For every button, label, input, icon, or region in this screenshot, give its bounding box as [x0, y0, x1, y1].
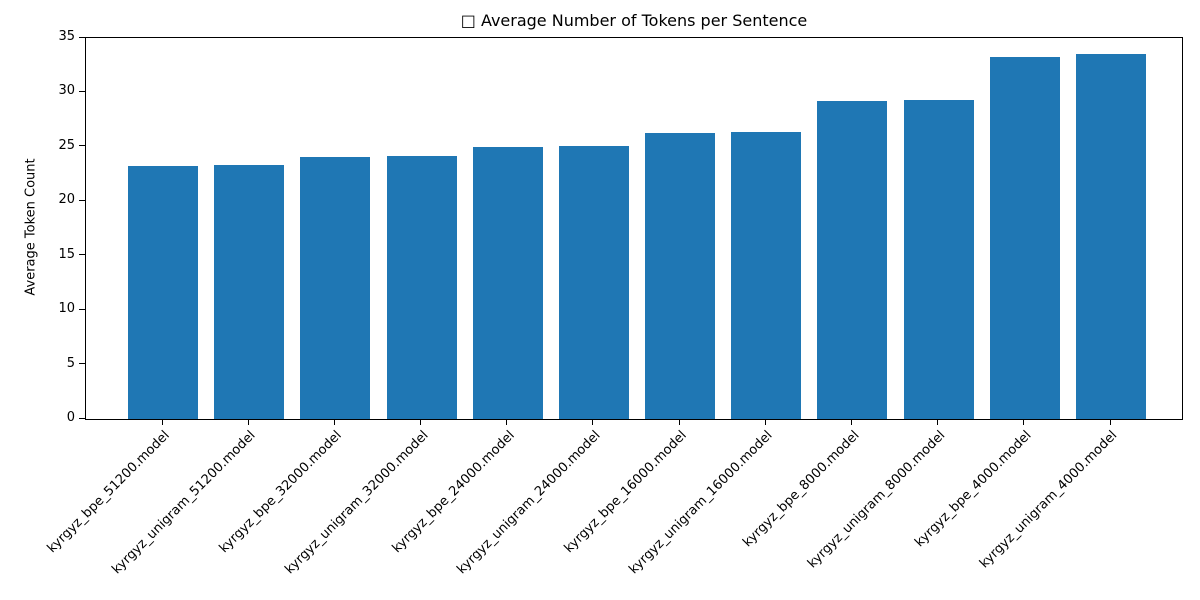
x-tick-mark: [937, 420, 939, 425]
x-tick-mark: [678, 420, 680, 425]
x-tick-mark: [764, 420, 766, 425]
y-tick-label: 35: [58, 29, 75, 44]
y-axis-label: Average Token Count: [23, 158, 39, 296]
y-tick-label: 30: [58, 83, 75, 99]
y-tick-mark: [79, 90, 85, 92]
plot-area: [85, 37, 1183, 420]
x-tick-label: kyrgyz_unigram_32000.model: [281, 428, 432, 578]
x-tick-label: kyrgyz_unigram_16000.model: [626, 428, 776, 578]
bar-kyrgyz_unigram_51200.model: [214, 165, 285, 419]
x-tick-mark: [592, 420, 594, 425]
bar-kyrgyz_unigram_32000.model: [386, 155, 457, 419]
bar-kyrgyz_bpe_24000.model: [472, 146, 543, 419]
y-tick-label: 5: [66, 355, 75, 371]
bar-kyrgyz_bpe_16000.model: [645, 132, 716, 419]
y-tick-label: 10: [58, 301, 75, 317]
y-tick-label: 0: [66, 410, 75, 425]
x-tick-mark: [247, 420, 249, 425]
bar-kyrgyz_unigram_4000.model: [1076, 54, 1146, 419]
bar-kyrgyz_bpe_51200.model: [128, 166, 198, 419]
x-tick-label: kyrgyz_unigram_51200.model: [109, 428, 259, 578]
bar-kyrgyz_bpe_8000.model: [817, 101, 888, 419]
y-tick-mark: [79, 145, 85, 147]
x-tick-mark: [850, 420, 852, 425]
y-tick-mark: [79, 254, 85, 256]
y-tick-label: 20: [58, 192, 75, 208]
y-tick-label: 15: [58, 246, 75, 262]
chart-title: □ Average Number of Tokens per Sentence: [460, 11, 808, 30]
x-tick-label: kyrgyz_unigram_24000.model: [454, 428, 604, 578]
bar-kyrgyz_bpe_32000.model: [300, 156, 371, 419]
x-tick-mark: [420, 420, 422, 425]
bar-kyrgyz_bpe_4000.model: [989, 56, 1060, 419]
x-tick-label: kyrgyz_unigram_4000.model: [977, 428, 1121, 572]
bar-kyrgyz_unigram_16000.model: [731, 131, 802, 419]
x-tick-label: kyrgyz_unigram_8000.model: [804, 428, 949, 572]
bar-kyrgyz_unigram_8000.model: [903, 100, 974, 419]
x-tick-mark: [506, 420, 508, 425]
y-tick-mark: [79, 417, 85, 419]
y-tick-label: 25: [58, 137, 75, 153]
x-tick-mark: [1023, 420, 1025, 425]
y-tick-mark: [79, 199, 85, 201]
y-tick-mark: [79, 36, 85, 38]
x-tick-mark: [1109, 420, 1111, 425]
x-tick-mark: [333, 420, 335, 425]
x-tick-mark: [161, 420, 163, 425]
bar-kyrgyz_unigram_24000.model: [558, 145, 629, 419]
y-tick-mark: [79, 363, 85, 365]
y-tick-mark: [79, 308, 85, 310]
